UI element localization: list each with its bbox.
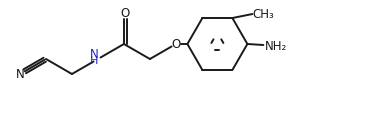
Text: NH₂: NH₂: [265, 39, 288, 53]
Text: O: O: [121, 7, 130, 19]
Text: CH₃: CH₃: [253, 8, 274, 21]
Text: N: N: [89, 48, 98, 60]
Text: O: O: [171, 38, 180, 50]
Text: N: N: [16, 68, 24, 80]
Text: H: H: [90, 56, 98, 66]
